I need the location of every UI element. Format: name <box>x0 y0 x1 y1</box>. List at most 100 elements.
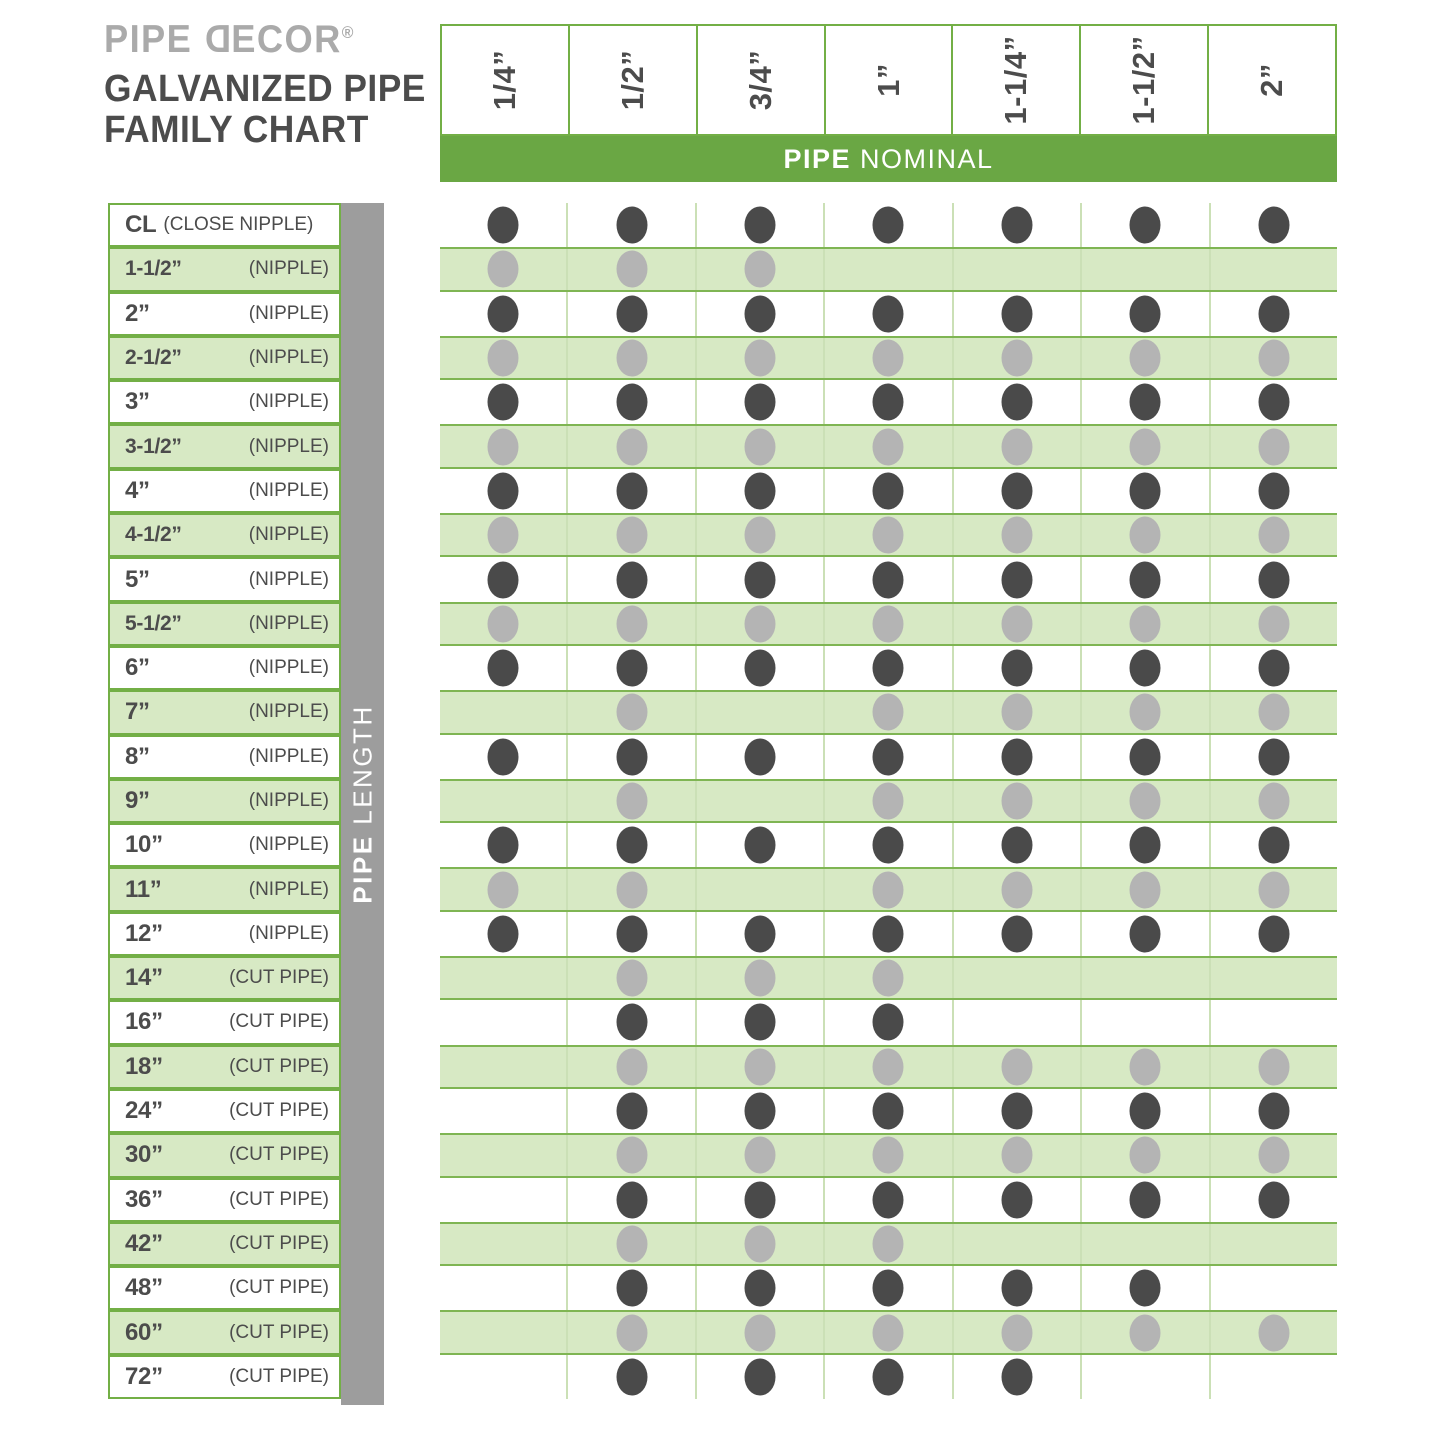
availability-dot-icon <box>1258 871 1290 909</box>
matrix-cell <box>951 1177 1080 1222</box>
availability-dot-icon <box>616 1136 648 1174</box>
table-row: 6” (NIPPLE) <box>0 645 1445 691</box>
matrix-cell <box>823 958 951 999</box>
availability-dot-icon <box>1001 1181 1033 1219</box>
matrix-cell <box>694 337 823 379</box>
availability-dot-icon <box>616 295 648 333</box>
row-dot-strip <box>440 247 1337 292</box>
matrix-cell <box>440 1000 566 1044</box>
matrix-cell <box>694 645 823 691</box>
table-row: 30” (CUT PIPE) <box>0 1133 1445 1178</box>
row-kind-label: (NIPPLE) <box>248 524 329 546</box>
availability-dot-icon <box>1258 561 1290 599</box>
availability-dot-icon <box>616 472 648 510</box>
pipe-nominal-bold: PIPE <box>783 143 851 174</box>
matrix-cell <box>440 515 566 555</box>
row-dot-strip <box>440 734 1337 779</box>
row-label-cell: 42” (CUT PIPE) <box>108 1221 341 1267</box>
availability-dot-icon <box>872 738 904 776</box>
row-size-label: 12” <box>125 919 163 947</box>
matrix-cell <box>566 911 694 957</box>
matrix-cell <box>440 1224 566 1264</box>
row-size-label: 5-1/2” <box>125 611 182 635</box>
matrix-cell <box>823 1135 951 1176</box>
column-header-label: 1/4” <box>486 49 522 111</box>
matrix-cell <box>1080 249 1208 290</box>
row-label-cell: 18” (CUT PIPE) <box>108 1044 341 1089</box>
row-size-label: 3” <box>125 388 150 416</box>
matrix-cell <box>694 1000 823 1045</box>
row-kind-label: (NIPPLE) <box>248 347 329 369</box>
availability-dot-icon <box>616 915 648 953</box>
row-label-cell: 2” (NIPPLE) <box>108 291 341 336</box>
availability-dot-icon <box>1129 871 1161 909</box>
row-dot-strip <box>440 335 1337 381</box>
matrix-cell <box>694 1354 823 1400</box>
table-row: 72” (CUT PIPE) <box>0 1354 1445 1400</box>
row-size-label: 4-1/2” <box>125 523 182 547</box>
table-row: 4” (NIPPLE) <box>0 468 1445 514</box>
matrix-cell <box>823 692 951 733</box>
row-dot-strip <box>440 911 1337 957</box>
row-label-cell: 8” (NIPPLE) <box>108 734 341 779</box>
matrix-cell <box>1080 468 1208 514</box>
availability-dot-icon <box>616 1181 648 1219</box>
pipe-family-matrix: CL (CLOSE NIPPLE) 1-1/2” (NIPPLE) 2” (NIPPLE)… <box>0 203 1445 1400</box>
availability-dot-icon <box>487 250 519 288</box>
availability-dot-icon <box>1258 1048 1290 1086</box>
availability-dot-icon <box>872 871 904 909</box>
row-kind-label: (NIPPLE) <box>248 834 329 856</box>
availability-dot-icon <box>1258 738 1290 776</box>
matrix-cell <box>951 1135 1080 1176</box>
row-kind-label: (CUT PIPE) <box>229 1100 329 1122</box>
matrix-cell <box>440 1266 566 1310</box>
pipe-nominal-axis-label: PIPE NOMINAL <box>783 144 993 175</box>
availability-dot-icon <box>1001 782 1033 820</box>
availability-dot-icon <box>616 1358 648 1396</box>
table-row: 3-1/2” (NIPPLE) <box>0 424 1445 469</box>
matrix-cell <box>1080 958 1208 999</box>
matrix-cell <box>1080 1046 1208 1087</box>
availability-dot-icon <box>744 1269 776 1307</box>
availability-dot-icon <box>1001 383 1033 421</box>
matrix-cell <box>823 823 951 868</box>
availability-dot-icon <box>1001 649 1033 687</box>
availability-dot-icon <box>1001 561 1033 599</box>
table-row: 4-1/2” (NIPPLE) <box>0 513 1445 558</box>
availability-dot-icon <box>616 693 648 731</box>
availability-dot-icon <box>744 472 776 510</box>
column-header-cell: 1-1/2” <box>1079 24 1210 136</box>
availability-dot-icon <box>1129 516 1161 554</box>
matrix-cell <box>1080 337 1208 379</box>
availability-dot-icon <box>1129 1314 1161 1352</box>
availability-dot-icon <box>1258 1181 1290 1219</box>
table-row: 5-1/2” (NIPPLE) <box>0 601 1445 646</box>
availability-dot-icon <box>1129 826 1161 864</box>
matrix-cell <box>951 1312 1080 1353</box>
column-header-label: 1” <box>870 63 906 97</box>
matrix-cell <box>440 781 566 821</box>
availability-dot-icon <box>1258 428 1290 466</box>
availability-dot-icon <box>1001 1136 1033 1174</box>
availability-dot-icon <box>487 472 519 510</box>
availability-dot-icon <box>1001 428 1033 466</box>
availability-dot-icon <box>872 1181 904 1219</box>
matrix-cell <box>694 603 823 644</box>
availability-dot-icon <box>1258 605 1290 643</box>
availability-dot-icon <box>872 915 904 953</box>
row-kind-label: (NIPPLE) <box>248 922 329 944</box>
row-dot-strip <box>440 513 1337 558</box>
matrix-cell <box>566 337 694 379</box>
matrix-cell <box>951 692 1080 733</box>
matrix-cell <box>951 203 1080 248</box>
availability-dot-icon <box>1258 1314 1290 1352</box>
availability-dot-icon <box>1001 295 1033 333</box>
availability-dot-icon <box>1129 1048 1161 1086</box>
row-label-cell: CL (CLOSE NIPPLE) <box>108 203 341 248</box>
availability-dot-icon <box>1001 693 1033 731</box>
matrix-cell <box>823 291 951 336</box>
matrix-cell <box>1208 337 1337 379</box>
matrix-cell <box>1208 1312 1337 1353</box>
availability-dot-icon <box>744 738 776 776</box>
matrix-cell <box>823 603 951 644</box>
